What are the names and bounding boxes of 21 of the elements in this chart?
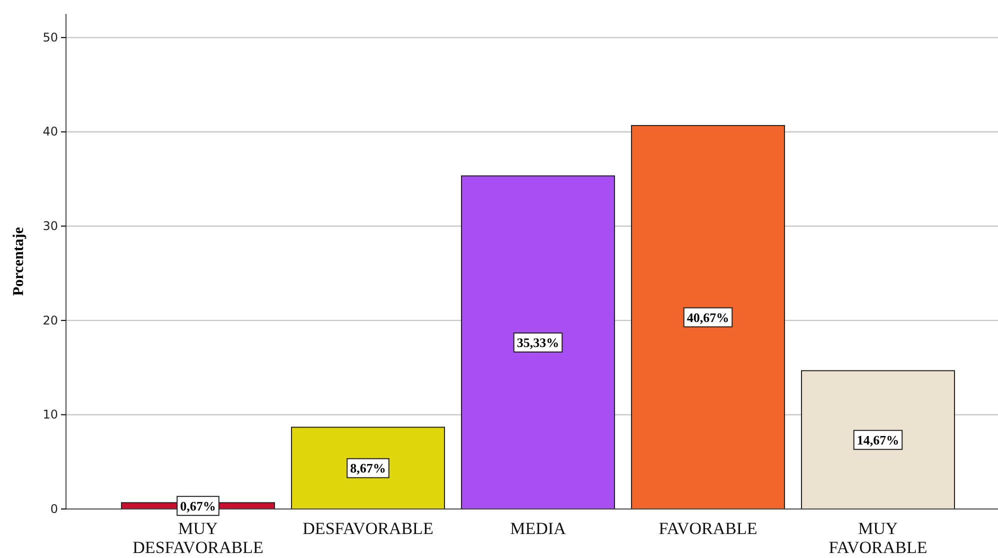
y-tick-label: 0 [50, 502, 58, 516]
data-label: 8,67% [350, 460, 386, 476]
bar [461, 175, 615, 510]
data-label: 35,33% [516, 334, 560, 350]
y-tick-label: 50 [42, 30, 58, 44]
x-tick-label: FAVORABLE [658, 519, 758, 538]
bar [801, 370, 955, 510]
x-tick-label: MUY DESFAVORABLE [132, 519, 264, 557]
data-label: 0,67% [180, 498, 216, 514]
bar [631, 125, 785, 510]
bar [291, 426, 445, 510]
data-label: 40,67% [686, 310, 730, 325]
y-tick-label: 30 [42, 218, 58, 233]
x-tick-label: MEDIA [510, 519, 567, 538]
y-tick-label: 10 [42, 408, 58, 422]
x-tick-label: DESFAVORABLE [302, 519, 434, 538]
x-tick-label: MUY FAVORABLE [828, 519, 928, 557]
y-tick-label: 20 [42, 313, 58, 328]
y-axis-title: Porcentaje [11, 226, 27, 296]
data-label: 14,67% [856, 432, 900, 448]
y-tick-label: 40 [42, 124, 58, 139]
